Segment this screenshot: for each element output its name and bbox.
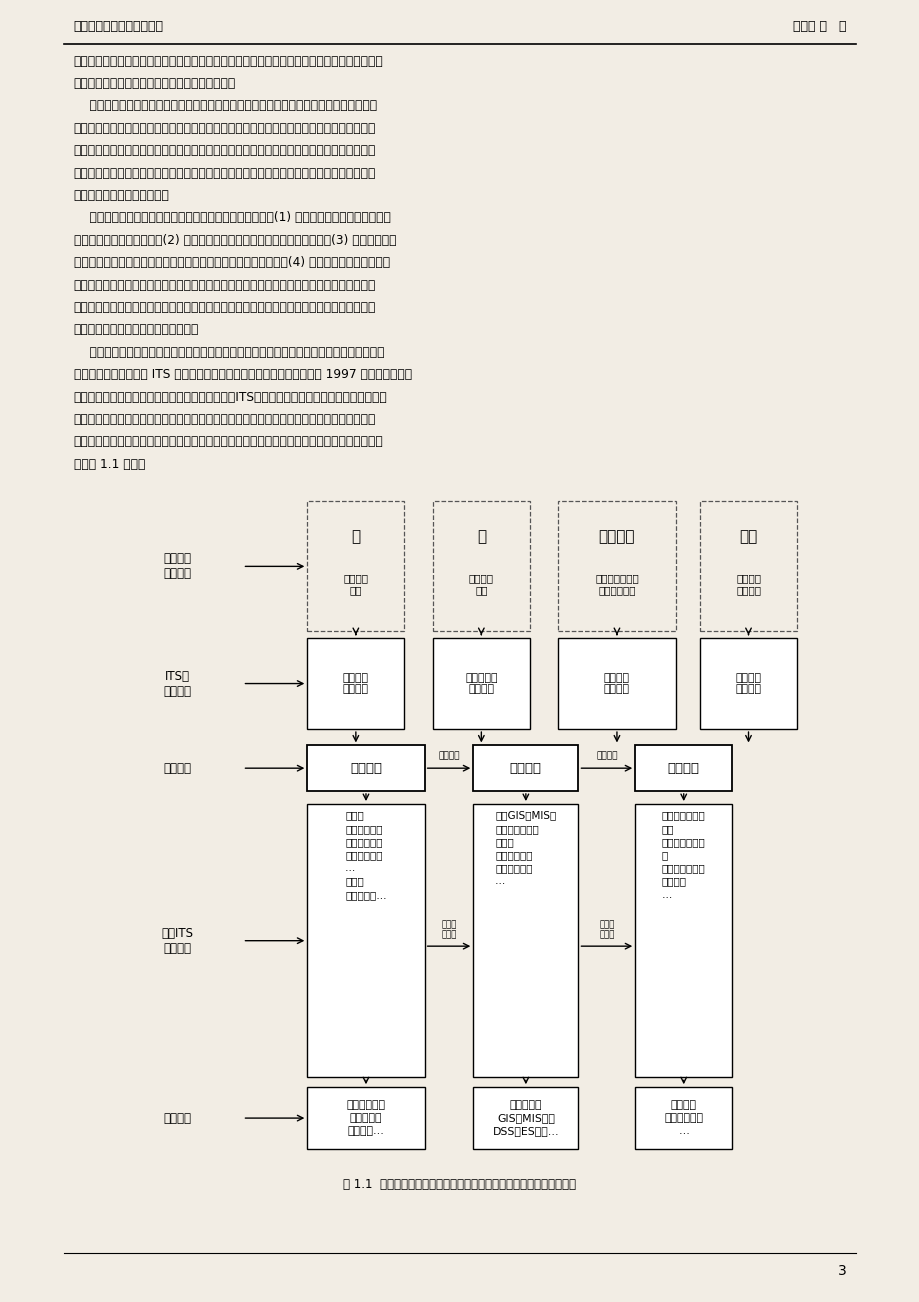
Bar <box>307 501 404 631</box>
Text: 增加乘客
信息服务: 增加乘客 信息服务 <box>734 673 761 694</box>
Text: 信息数
据传输: 信息数 据传输 <box>441 921 456 940</box>
Bar <box>472 745 578 790</box>
Text: 所需设备: 所需设备 <box>164 1112 191 1125</box>
Text: 来解决交通问题已经不可能。究其原因，一方面车辆总数增长的速度远远超过道路增长的速度；: 来解决交通问题已经不可能。究其原因，一方面车辆总数增长的速度远远超过道路增长的速… <box>74 55 383 68</box>
Text: 为此，北京市公共交通总公司委托北方交通大学进行《北京市公交总公司智能化调度系统》: 为此，北京市公共交通总公司委托北方交通大学进行《北京市公交总公司智能化调度系统》 <box>74 346 384 359</box>
Text: 者来说，不能有效地对它进行优化管理；对使用者来说，不能方便地利用它进行出行；对司机: 者来说，不能有效地对它进行优化管理；对使用者来说，不能方便地利用它进行出行；对司… <box>74 301 376 314</box>
Text: 在日前，北京公交日前调度中存在的问题可以分为四类：(1) 对公交车辆来说：调度人员不: 在日前，北京公交日前调度中存在的问题可以分为四类：(1) 对公交车辆来说：调度人… <box>74 211 390 224</box>
Bar <box>307 803 425 1078</box>
Text: 需的车辆信息，出行不便。也即，对公共交通各方参与者来说，都不能充分地使用它：对管理: 需的车辆信息，出行不便。也即，对公共交通各方参与者来说，都不能充分地使用它：对管… <box>74 279 376 292</box>
Text: 信息输出: 信息输出 <box>667 762 699 775</box>
Text: 调度指挥来说：常调度员凭经验进行，造成资源的极大浪费严重；(4) 对乘客来说：没有出行所: 调度指挥来说：常调度员凭经验进行，造成资源的极大浪费严重；(4) 对乘客来说：没… <box>74 256 390 270</box>
Text: 公交日前
存在问题: 公交日前 存在问题 <box>164 552 191 581</box>
Text: 国伍教授的领导下，北方交通大学智能交通系统（ITS）研究中心进行《北京市公共交通智能化: 国伍教授的领导下，北方交通大学智能交通系统（ITS）研究中心进行《北京市公共交通… <box>74 391 387 404</box>
Text: 信息处理: 信息处理 <box>509 762 541 775</box>
Text: 公交ITS
研究内容: 公交ITS 研究内容 <box>162 927 194 954</box>
Text: 另一方面交通管理措施也不能适应新情况的要求。: 另一方面交通管理措施也不能适应新情况的要求。 <box>74 77 235 90</box>
Text: 公交GIS、MIS、
公交智能实时调
度系统
公交运行计划
智能管理系统
…: 公交GIS、MIS、 公交智能实时调 度系统 公交运行计划 智能管理系统 … <box>494 810 556 887</box>
Text: 调度系统》的课题研究和开发，为北京市公共交通智能化调度系统的建立，进行了理论研究、: 调度系统》的课题研究和开发，为北京市公共交通智能化调度系统的建立，进行了理论研究… <box>74 413 376 426</box>
Bar <box>472 803 578 1078</box>
Text: 了解车辆在运行中的情况；(2) 对道路来说：调度人员不了解道路实际情况；(3) 对公共汽车的: 了解车辆在运行中的情况；(2) 对道路来说：调度人员不了解道路实际情况；(3) … <box>74 234 396 247</box>
Text: 米说，不能主动地适应各种实际情况。: 米说，不能主动地适应各种实际情况。 <box>74 323 199 336</box>
Text: 车辆情况
不清: 车辆情况 不清 <box>343 573 368 595</box>
Text: 与交管部门
信息共享: 与交管部门 信息共享 <box>465 673 497 694</box>
Text: 信息传输: 信息传输 <box>596 751 617 760</box>
Text: 北方交通大学博士学位论文: 北方交通大学博士学位论文 <box>74 20 164 33</box>
Text: 计算机网络
GIS、MIS软件
DSS、ES软件…: 计算机网络 GIS、MIS软件 DSS、ES软件… <box>492 1100 559 1137</box>
Text: 达到改善北京市的交通现状。: 达到改善北京市的交通现状。 <box>74 189 169 202</box>
Bar <box>307 638 404 729</box>
Text: 调度指挥: 调度指挥 <box>598 530 634 544</box>
Text: 系统方案设计、示范工程的建设。《北京市公交总公司智能化调度系统》的系统总体设计技术路: 系统方案设计、示范工程的建设。《北京市公交总公司智能化调度系统》的系统总体设计技… <box>74 435 383 448</box>
Text: 车辆定位设备
各种传感器
摄像设备…: 车辆定位设备 各种传感器 摄像设备… <box>346 1100 385 1137</box>
Text: 3: 3 <box>836 1264 845 1277</box>
Bar <box>432 638 529 729</box>
Bar <box>307 1087 425 1148</box>
Text: 题，如何通过科学的调度使公交车辆的运行能够吸引更多的出行者乘坐公交车辆来出行，从而: 题，如何通过科学的调度使公交车辆的运行能够吸引更多的出行者乘坐公交车辆来出行，从… <box>74 167 376 180</box>
Bar <box>634 745 732 790</box>
Text: 公共交通的发展首当其冲，公共交通是解决城市发展的关键，大力发展公共交通当务之急。在: 公共交通的发展首当其冲，公共交通是解决城市发展的关键，大力发展公共交通当务之急。… <box>74 122 376 135</box>
Text: 合理的运行调度
方案
车辆运行信息显
示
车辆实时信息的
站牌服务
…: 合理的运行调度 方案 车辆运行信息显 示 车辆实时信息的 站牌服务 … <box>661 810 705 900</box>
Text: 路况信息
不明: 路况信息 不明 <box>469 573 494 595</box>
Bar <box>634 1087 732 1148</box>
Text: 缺乏乘客
信息服务: 缺乏乘客 信息服务 <box>735 573 760 595</box>
Text: 车辆实时
优化调度: 车辆实时 优化调度 <box>603 673 630 694</box>
Text: 信息传输: 信息传输 <box>437 751 460 760</box>
Text: 乘客: 乘客 <box>739 530 757 544</box>
Text: 全靠调度员经验
资源浪费严重: 全靠调度员经验 资源浪费严重 <box>595 573 638 595</box>
Text: 信息数
据传输: 信息数 据传输 <box>598 921 614 940</box>
Text: 显示设备
信息查询设备
…: 显示设备 信息查询设备 … <box>664 1100 702 1137</box>
Text: 车辆实时
定位跟踪: 车辆实时 定位跟踪 <box>343 673 369 694</box>
Bar <box>558 501 675 631</box>
Text: 图 1.1  《北京市公交总公司智能化调度系统》的系统总体设计技术路线: 图 1.1 《北京市公交总公司智能化调度系统》的系统总体设计技术路线 <box>343 1177 576 1190</box>
Bar <box>699 638 796 729</box>
Bar <box>558 638 675 729</box>
Text: ITS的
解决办法: ITS的 解决办法 <box>164 669 191 698</box>
Text: 项目的开发，在先进的 ITS 思想的指导下来建设北京市公共交通系统。从 1997 年上半年，在张: 项目的开发，在先进的 ITS 思想的指导下来建设北京市公共交通系统。从 1997… <box>74 368 412 381</box>
Text: 路: 路 <box>476 530 485 544</box>
Text: 车: 车 <box>351 530 360 544</box>
Bar <box>634 803 732 1078</box>
Text: 动态：
车辆定位信息
乘客流量信息
交通状况信息
…
静态：
日统计报表…: 动态： 车辆定位信息 乘客流量信息 交通状况信息 … 静态： 日统计报表… <box>345 810 386 900</box>
Text: 第一章 绪   论: 第一章 绪 论 <box>792 20 845 33</box>
Text: 信息采集: 信息采集 <box>349 762 381 775</box>
Bar <box>432 501 529 631</box>
Text: 公共交通的发展中，合理科学地组织公交车辆的运行是其中的重点，也就是公共交通的调度问: 公共交通的发展中，合理科学地组织公交车辆的运行是其中的重点，也就是公共交通的调度… <box>74 145 376 158</box>
Bar <box>699 501 796 631</box>
Text: 信息流程: 信息流程 <box>164 762 191 775</box>
Bar <box>472 1087 578 1148</box>
Text: 为了适应基本道路的情况、城市的发展和进行环境保护，实施北京市交通的合理化发展，: 为了适应基本道路的情况、城市的发展和进行环境保护，实施北京市交通的合理化发展， <box>74 99 376 112</box>
Text: 线如图 1.1 所示。: 线如图 1.1 所示。 <box>74 458 145 471</box>
Bar <box>307 745 425 790</box>
